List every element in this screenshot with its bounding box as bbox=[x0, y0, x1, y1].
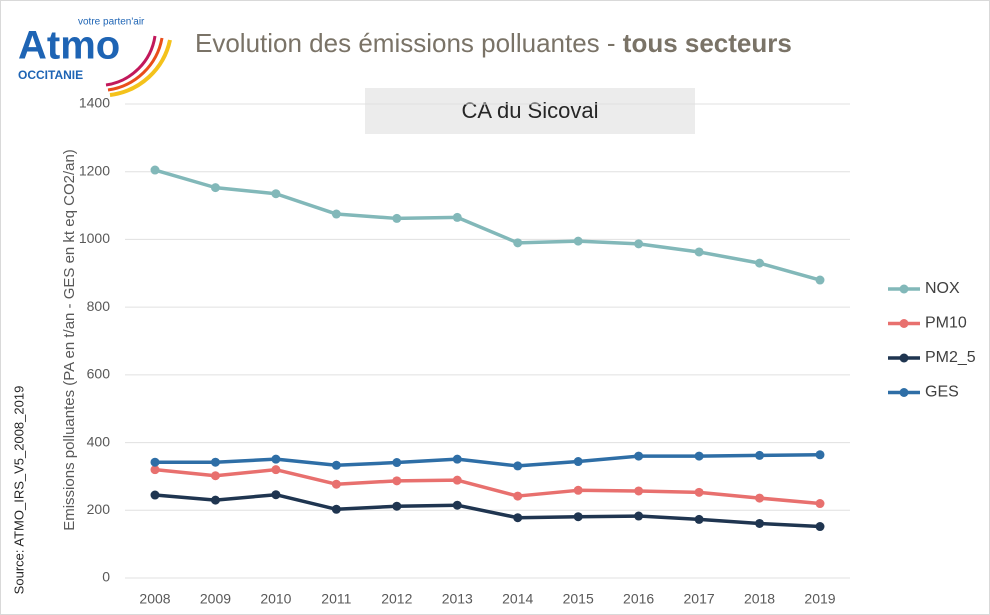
point bbox=[573, 457, 583, 467]
x-tick-label: 2011 bbox=[321, 591, 351, 607]
point bbox=[150, 465, 160, 475]
y-tick-label: 200 bbox=[87, 501, 111, 517]
source: Source: ATMO_IRS_V5_2008_2019 bbox=[11, 386, 26, 595]
x-tick-label: 2014 bbox=[502, 591, 533, 607]
point bbox=[513, 513, 523, 523]
point bbox=[694, 451, 704, 461]
x-tick-label: 2019 bbox=[804, 591, 835, 607]
title-text: Evolution des émissions polluantes - bbox=[195, 28, 623, 58]
x-tick-label: 2017 bbox=[684, 591, 715, 607]
point bbox=[210, 183, 220, 193]
logo-name: Atmo bbox=[18, 24, 120, 68]
point bbox=[392, 476, 402, 486]
point bbox=[513, 461, 523, 471]
point bbox=[815, 499, 825, 509]
x-tick-label: 2013 bbox=[442, 591, 473, 607]
series-line bbox=[154, 492, 821, 529]
point bbox=[150, 490, 160, 500]
logo: Atmo OCCITANIE votre parten'air bbox=[18, 17, 172, 97]
legend-label: PM2_5 bbox=[925, 349, 976, 366]
logo-region: OCCITANIE bbox=[18, 68, 83, 82]
point bbox=[815, 275, 825, 285]
point bbox=[452, 500, 462, 510]
point bbox=[573, 485, 583, 495]
logo-arc bbox=[105, 35, 157, 87]
series-line bbox=[154, 168, 821, 282]
chart-title: Evolution des émissions polluantes - tou… bbox=[195, 28, 792, 58]
point bbox=[815, 522, 825, 532]
y-tick-label: 1000 bbox=[79, 230, 110, 246]
legend-marker bbox=[899, 284, 909, 294]
x-tick-label: 2012 bbox=[381, 591, 412, 607]
point bbox=[392, 458, 402, 468]
series-line bbox=[154, 467, 821, 506]
y-tick-label: 1400 bbox=[79, 95, 110, 111]
x-tick-label: 2016 bbox=[623, 591, 654, 607]
point bbox=[513, 491, 523, 501]
point bbox=[755, 518, 765, 528]
point bbox=[210, 471, 220, 481]
legend-marker bbox=[899, 319, 909, 328]
legend-marker bbox=[899, 353, 909, 363]
point bbox=[694, 514, 704, 524]
point bbox=[452, 212, 462, 222]
point bbox=[271, 490, 281, 500]
legend-label: GES bbox=[925, 384, 959, 401]
point bbox=[331, 460, 341, 470]
point bbox=[452, 475, 462, 485]
logo-tagline: votre parten'air bbox=[78, 17, 145, 28]
point bbox=[694, 487, 704, 497]
point bbox=[210, 457, 220, 467]
y-tick-label: 0 bbox=[102, 569, 110, 585]
y-tick-label: 600 bbox=[87, 366, 111, 382]
point bbox=[755, 493, 765, 503]
point bbox=[271, 189, 281, 199]
legend-marker bbox=[899, 388, 909, 397]
x-tick-label: 2018 bbox=[744, 591, 775, 607]
point bbox=[392, 501, 402, 511]
subtitle: CA du Sicoval bbox=[462, 98, 599, 123]
point bbox=[694, 247, 704, 257]
point bbox=[271, 465, 281, 475]
title-bold: tous secteurs bbox=[623, 28, 792, 58]
point bbox=[634, 511, 644, 521]
x-tick-label: 2008 bbox=[139, 591, 170, 607]
point bbox=[634, 486, 644, 496]
point bbox=[331, 209, 341, 219]
logo-arc bbox=[107, 37, 164, 92]
logo-arc bbox=[109, 39, 172, 97]
y-tick-label: 400 bbox=[87, 433, 111, 449]
point bbox=[755, 258, 765, 268]
point bbox=[573, 512, 583, 522]
point bbox=[271, 454, 281, 464]
y-axis-label: Emissions polluantes (PA en t/an - GES e… bbox=[61, 149, 78, 531]
point bbox=[331, 504, 341, 514]
point bbox=[634, 239, 644, 249]
series-line bbox=[155, 453, 821, 468]
y-tick-label: 800 bbox=[87, 298, 111, 314]
point bbox=[573, 236, 583, 246]
subtitle-box bbox=[365, 88, 695, 134]
point bbox=[392, 213, 402, 223]
point bbox=[452, 454, 462, 464]
point bbox=[815, 450, 825, 460]
point bbox=[634, 451, 644, 461]
x-tick-label: 2010 bbox=[260, 591, 291, 607]
x-tick-label: 2009 bbox=[200, 591, 231, 607]
point bbox=[150, 165, 160, 175]
point bbox=[331, 479, 341, 489]
x-tick-label: 2015 bbox=[563, 591, 594, 607]
point bbox=[150, 457, 160, 467]
y-tick-label: 1200 bbox=[79, 162, 110, 178]
legend-label: PM10 bbox=[925, 315, 967, 332]
point bbox=[210, 495, 220, 505]
legend-label: NOX bbox=[925, 280, 960, 297]
point bbox=[755, 450, 765, 460]
point bbox=[513, 238, 523, 248]
